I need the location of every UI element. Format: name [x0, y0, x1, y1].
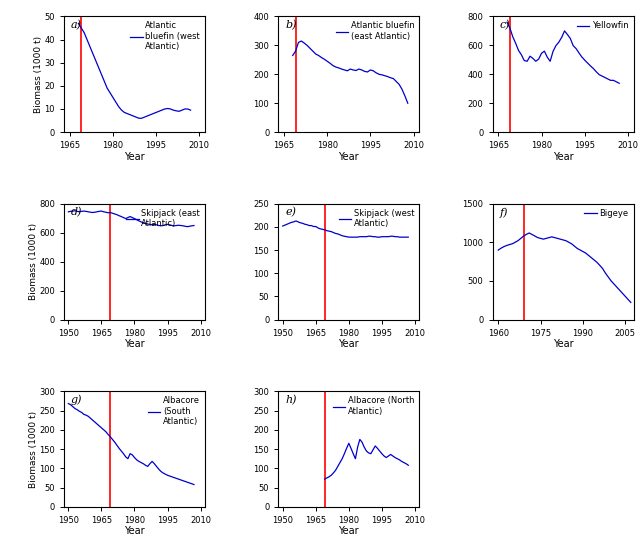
- Text: d): d): [71, 207, 83, 218]
- Legend: Yellowfin: Yellowfin: [576, 21, 629, 31]
- Text: a): a): [71, 20, 82, 30]
- X-axis label: Year: Year: [339, 526, 359, 536]
- X-axis label: Year: Year: [339, 152, 359, 162]
- X-axis label: Year: Year: [124, 339, 145, 349]
- Y-axis label: Biomass (1000 t): Biomass (1000 t): [34, 36, 43, 113]
- Y-axis label: Biomass (1000 t): Biomass (1000 t): [29, 223, 38, 300]
- X-axis label: Year: Year: [124, 152, 145, 162]
- X-axis label: Year: Year: [553, 339, 573, 349]
- Legend: Skipjack (west
Atlantic): Skipjack (west Atlantic): [338, 208, 415, 229]
- Text: b): b): [285, 20, 297, 30]
- Legend: Albacore
(South
Atlantic): Albacore (South Atlantic): [147, 396, 201, 427]
- Legend: Skipjack (east
Atlantic): Skipjack (east Atlantic): [125, 208, 201, 229]
- Text: c): c): [500, 20, 510, 30]
- Legend: Bigeye: Bigeye: [584, 208, 629, 219]
- X-axis label: Year: Year: [339, 339, 359, 349]
- Text: e): e): [285, 207, 296, 218]
- Legend: Albacore (North
Atlantic): Albacore (North Atlantic): [332, 396, 415, 416]
- Y-axis label: Biomass (1000 t): Biomass (1000 t): [29, 410, 38, 488]
- Text: h): h): [285, 395, 297, 405]
- Text: g): g): [71, 395, 83, 406]
- Text: f): f): [500, 207, 508, 218]
- Legend: Atlantic bluefin
(east Atlantic): Atlantic bluefin (east Atlantic): [335, 21, 415, 42]
- X-axis label: Year: Year: [553, 152, 573, 162]
- X-axis label: Year: Year: [124, 526, 145, 536]
- Legend: Atlantic
bluefin (west
Atlantic): Atlantic bluefin (west Atlantic): [129, 21, 201, 52]
